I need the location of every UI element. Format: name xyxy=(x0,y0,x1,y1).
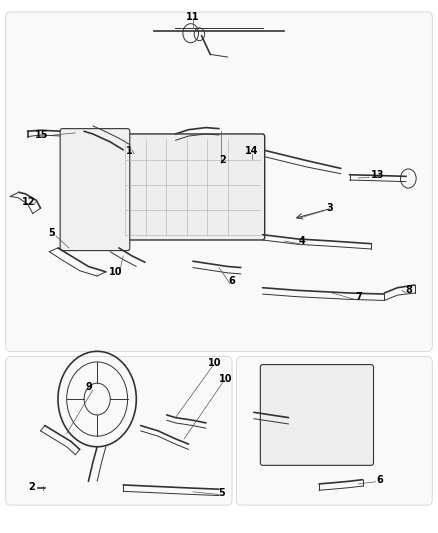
Text: 6: 6 xyxy=(377,475,383,484)
Text: 7: 7 xyxy=(355,292,362,302)
Text: 9: 9 xyxy=(85,382,92,392)
Text: 12: 12 xyxy=(21,197,35,207)
Text: 4: 4 xyxy=(298,236,305,246)
FancyBboxPatch shape xyxy=(60,128,130,251)
Text: 10: 10 xyxy=(109,267,122,277)
FancyBboxPatch shape xyxy=(6,12,432,351)
Text: 8: 8 xyxy=(405,285,412,295)
Text: 2: 2 xyxy=(219,156,226,165)
FancyBboxPatch shape xyxy=(121,134,265,240)
Text: 3: 3 xyxy=(327,203,333,213)
Text: 1: 1 xyxy=(127,146,133,156)
Text: 15: 15 xyxy=(35,130,48,140)
FancyBboxPatch shape xyxy=(260,365,374,465)
Text: 2: 2 xyxy=(28,481,35,491)
Text: 5: 5 xyxy=(218,488,225,498)
FancyBboxPatch shape xyxy=(6,357,232,505)
Text: 5: 5 xyxy=(48,228,55,238)
Text: 6: 6 xyxy=(229,276,236,286)
FancyBboxPatch shape xyxy=(237,357,432,505)
Text: 10: 10 xyxy=(219,374,232,384)
Text: 11: 11 xyxy=(186,12,200,22)
Text: 13: 13 xyxy=(371,171,385,180)
Text: 10: 10 xyxy=(208,358,221,368)
Text: 14: 14 xyxy=(245,146,258,156)
